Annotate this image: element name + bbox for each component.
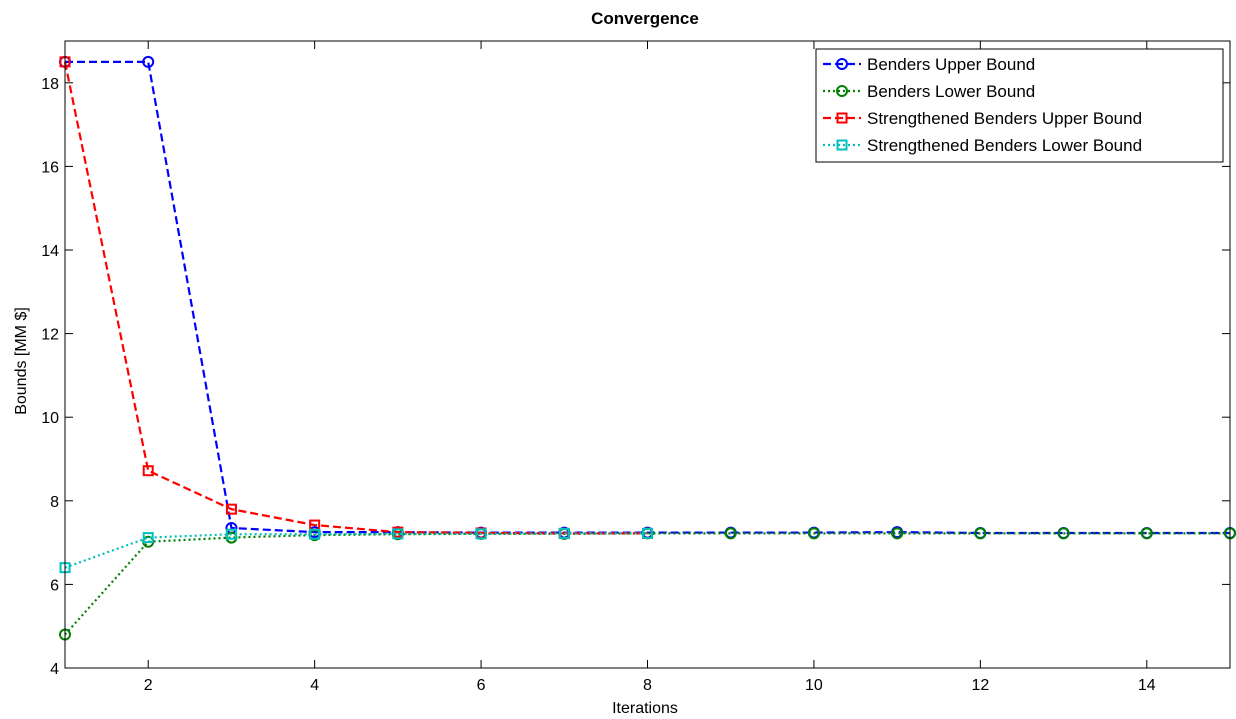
series-line — [64, 532, 1230, 636]
y-tick-label: 18 — [41, 76, 59, 93]
x-tick-label: 8 — [643, 677, 652, 694]
data-point — [891, 527, 904, 540]
y-tick-label: 6 — [50, 577, 59, 594]
y-tick-label: 16 — [41, 159, 59, 176]
legend-box — [815, 48, 1224, 163]
data-point — [392, 528, 404, 540]
data-point — [225, 503, 237, 515]
x-tick-label: 6 — [477, 677, 486, 694]
data-point — [475, 528, 487, 540]
x-tick-label: 14 — [1138, 677, 1156, 694]
data-point — [558, 527, 570, 539]
y-tick-label: 10 — [41, 410, 59, 427]
data-point — [225, 528, 237, 540]
data-point — [724, 527, 737, 540]
x-tick-label: 2 — [144, 677, 153, 694]
data-point — [142, 465, 154, 477]
y-tick-label: 12 — [41, 327, 59, 344]
data-point — [642, 527, 653, 539]
series-layer — [59, 55, 1236, 641]
y-tick-label: 8 — [50, 494, 59, 511]
data-point — [142, 532, 154, 544]
series-line — [64, 532, 648, 569]
x-tick-label: 10 — [805, 677, 823, 694]
data-point — [309, 528, 321, 540]
legend-marker — [836, 112, 848, 124]
y-tick-label: 14 — [41, 243, 59, 260]
legend: Benders Upper Bound Benders Lower Bound St… — [815, 48, 1224, 163]
data-point — [1057, 527, 1070, 540]
legend-marker — [836, 139, 848, 151]
legend-label: Strengthened Benders Upper Bound — [867, 109, 1142, 128]
data-point — [974, 527, 987, 540]
chart-title: Convergence — [591, 9, 699, 28]
x-axis-label: Iterations — [612, 700, 678, 717]
axes-layer: 2 4 6 8 10 12 14 4 6 8 10 12 14 16 18 — [41, 40, 1231, 694]
legend-marker — [836, 58, 848, 70]
data-point — [807, 527, 820, 540]
legend-label: Strengthened Benders Lower Bound — [867, 136, 1142, 155]
y-axis-label: Bounds [MM $] — [13, 307, 30, 415]
legend-label: Benders Upper Bound — [867, 55, 1035, 74]
data-point — [142, 55, 155, 68]
x-tick-label: 12 — [971, 677, 989, 694]
legend-label: Benders Lower Bound — [867, 82, 1035, 101]
legend-marker — [836, 85, 848, 97]
x-tick-label: 4 — [310, 677, 319, 694]
y-tick-label: 4 — [50, 661, 59, 678]
data-point — [1140, 527, 1153, 540]
